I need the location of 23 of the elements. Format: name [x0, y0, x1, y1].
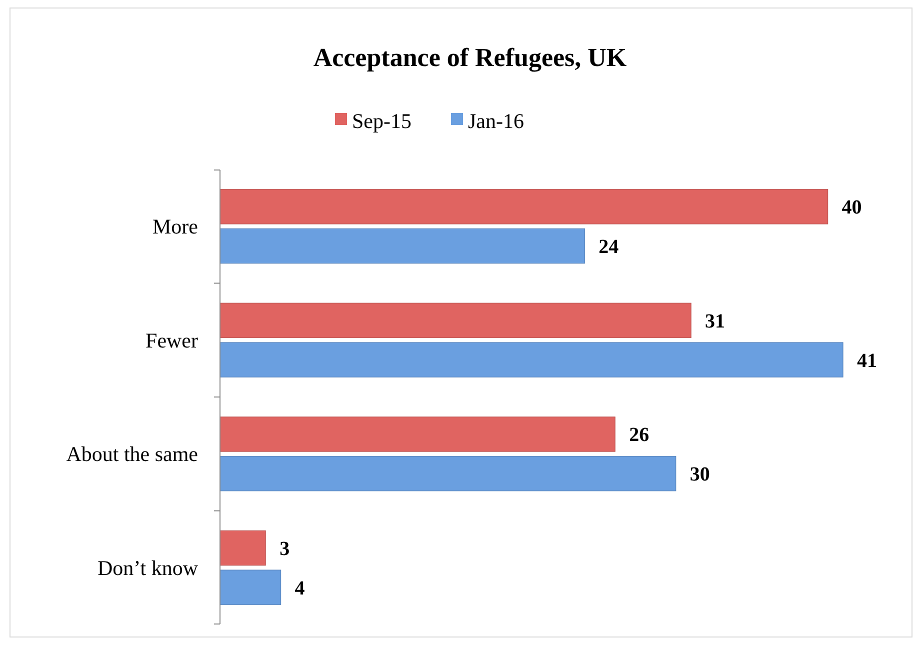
legend-label: Jan-16: [468, 109, 524, 133]
data-label: 26: [629, 424, 650, 446]
y-tick-label: Fewer: [146, 328, 198, 352]
y-tick-label: Don’t know: [97, 556, 199, 580]
bar: [220, 228, 585, 264]
bar: [220, 530, 266, 566]
data-label: 4: [294, 577, 305, 600]
data-label: 40: [842, 196, 862, 219]
legend-label: Sep-15: [352, 109, 412, 133]
data-label: 30: [690, 464, 710, 486]
data-label: 31: [705, 310, 726, 332]
bar: [220, 302, 692, 338]
bar: [220, 342, 844, 378]
y-tick-label: About the same: [66, 442, 198, 466]
bar: [220, 416, 616, 452]
data-label: 41: [857, 350, 877, 372]
bar: [220, 570, 282, 605]
chart-title: Acceptance of Refugees, UK: [313, 43, 628, 72]
data-label: 3: [280, 538, 290, 560]
y-tick-label: More: [152, 214, 198, 239]
bar: [220, 189, 828, 224]
bar: [220, 456, 676, 492]
data-label: 24: [598, 236, 619, 258]
